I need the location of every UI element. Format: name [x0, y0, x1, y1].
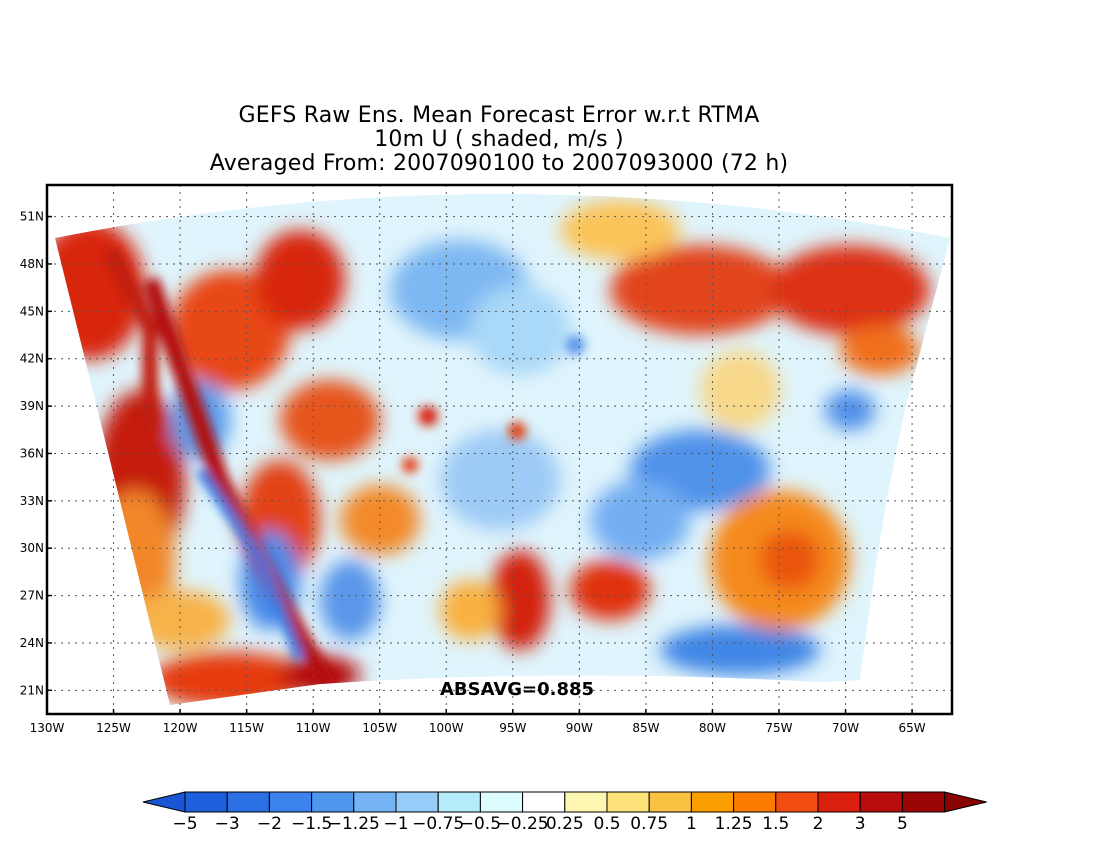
colorbar-label: −3	[215, 814, 240, 834]
lon-tick-label: 125W	[96, 721, 131, 735]
lon-tick-label: 70W	[832, 721, 859, 735]
colorbar-swatch	[859, 791, 903, 813]
colorbar-swatch	[817, 791, 861, 813]
colorbar-swatch	[479, 791, 524, 813]
lat-axis: 21N 24N 27N 30N 33N 36N 39N 42N 45N 48N 51N	[20, 210, 52, 697]
lon-axis: 130W 125W 120W 115W 110W 105W 100W 95W 90W 85W 80W…	[30, 709, 926, 735]
colorbar-swatch	[184, 791, 228, 813]
colorbar: −5 −3 −2 −1.5−1.25 −1 −0.75−0.5−0.250.25 0.5 0.…	[142, 791, 987, 834]
colorbar-swatch	[564, 791, 608, 813]
colorbar-swatch	[311, 791, 355, 813]
lon-tick-label: 100W	[429, 721, 464, 735]
colorbar-low-arrow	[142, 791, 186, 813]
lon-tick-label: 75W	[765, 721, 792, 735]
title-line-1: GEFS Raw Ens. Mean Forecast Error w.r.t …	[238, 103, 760, 128]
lat-tick-label: 33N	[20, 494, 44, 508]
lon-tick-label: 95W	[499, 721, 526, 735]
lon-tick-label: 85W	[632, 721, 659, 735]
colorbar-label: −0.75	[412, 814, 464, 834]
colorbar-swatch	[690, 791, 735, 813]
colorbar-swatch	[775, 791, 819, 813]
lon-tick-label: 110W	[296, 721, 331, 735]
colorbar-high-arrow	[944, 791, 987, 813]
colorbar-label: −5	[172, 814, 197, 834]
colorbar-swatch	[901, 791, 946, 813]
colorbar-label: 2	[813, 814, 824, 834]
lat-tick-label: 21N	[20, 683, 44, 697]
colorbar-swatch	[648, 791, 692, 813]
colorbar-label: 0.5	[593, 814, 620, 834]
colorbar-swatch	[226, 791, 270, 813]
lat-tick-label: 51N	[20, 210, 44, 224]
colorbar-label: 1	[686, 814, 697, 834]
colorbar-label: −0.5	[460, 814, 501, 834]
title-line-3: Averaged From: 2007090100 to 2007093000 …	[209, 151, 789, 176]
lon-tick-label: 130W	[30, 721, 65, 735]
lat-tick-label: 48N	[20, 257, 44, 271]
lat-tick-label: 24N	[20, 636, 44, 650]
colorbar-swatch	[522, 791, 566, 813]
lon-tick-label: 80W	[699, 721, 726, 735]
colorbar-label: 3	[855, 814, 866, 834]
lon-tick-label: 120W	[163, 721, 198, 735]
colorbar-label: −1.25	[328, 814, 380, 834]
shaded-field	[55, 194, 950, 705]
colorbar-label: −1	[383, 814, 408, 834]
colorbar-label: −2	[257, 814, 282, 834]
colorbar-label: 1.5	[762, 814, 789, 834]
lon-tick-label: 65W	[899, 721, 926, 735]
lon-tick-label: 115W	[229, 721, 264, 735]
colorbar-swatch	[353, 791, 397, 813]
colorbar-swatch	[733, 791, 777, 813]
colorbar-label: −0.25	[497, 814, 549, 834]
colorbar-label: 0.75	[630, 814, 668, 834]
lat-tick-label: 45N	[20, 304, 44, 318]
lat-tick-label: 42N	[20, 352, 44, 366]
colorbar-swatch	[437, 791, 481, 813]
lon-tick-label: 90W	[566, 721, 593, 735]
lon-tick-label: 105W	[362, 721, 397, 735]
lat-tick-label: 27N	[20, 589, 44, 603]
title-line-2: 10m U ( shaded, m/s )	[374, 127, 624, 152]
lat-tick-label: 36N	[20, 446, 44, 460]
colorbar-swatch	[268, 791, 313, 813]
lat-tick-label: 30N	[20, 541, 44, 555]
colorbar-swatch	[395, 791, 439, 813]
colorbar-label: −1.5	[291, 814, 332, 834]
absavg-label: ABSAVG=0.885	[440, 679, 594, 700]
colorbar-label: 5	[897, 814, 908, 834]
colorbar-swatch	[606, 791, 650, 813]
map-title: GEFS Raw Ens. Mean Forecast Error w.r.t …	[46, 104, 952, 176]
colorbar-label: 1.25	[715, 814, 753, 834]
map-frame	[45, 183, 954, 716]
lat-tick-label: 39N	[20, 399, 44, 413]
colorbar-label: 0.25	[546, 814, 584, 834]
